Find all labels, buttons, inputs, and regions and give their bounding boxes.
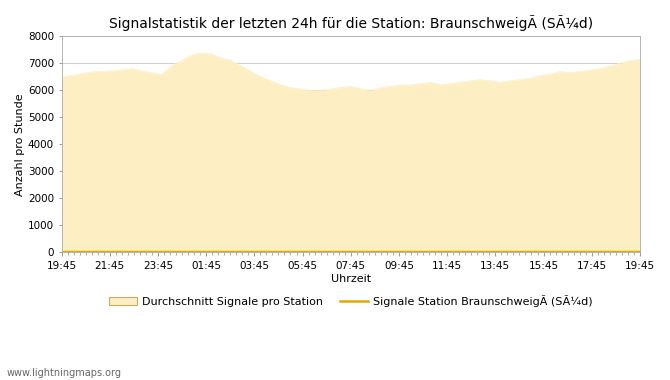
Text: www.lightningmaps.org: www.lightningmaps.org <box>7 368 122 378</box>
Legend: Durchschnitt Signale pro Station, Signale Station BraunschweigÃ (SÃ¼d): Durchschnitt Signale pro Station, Signal… <box>105 291 597 312</box>
X-axis label: Uhrzeit: Uhrzeit <box>331 274 371 284</box>
Y-axis label: Anzahl pro Stunde: Anzahl pro Stunde <box>15 93 25 196</box>
Title: Signalstatistik der letzten 24h für die Station: BraunschweigÃ (SÃ¼d): Signalstatistik der letzten 24h für die … <box>109 15 593 31</box>
